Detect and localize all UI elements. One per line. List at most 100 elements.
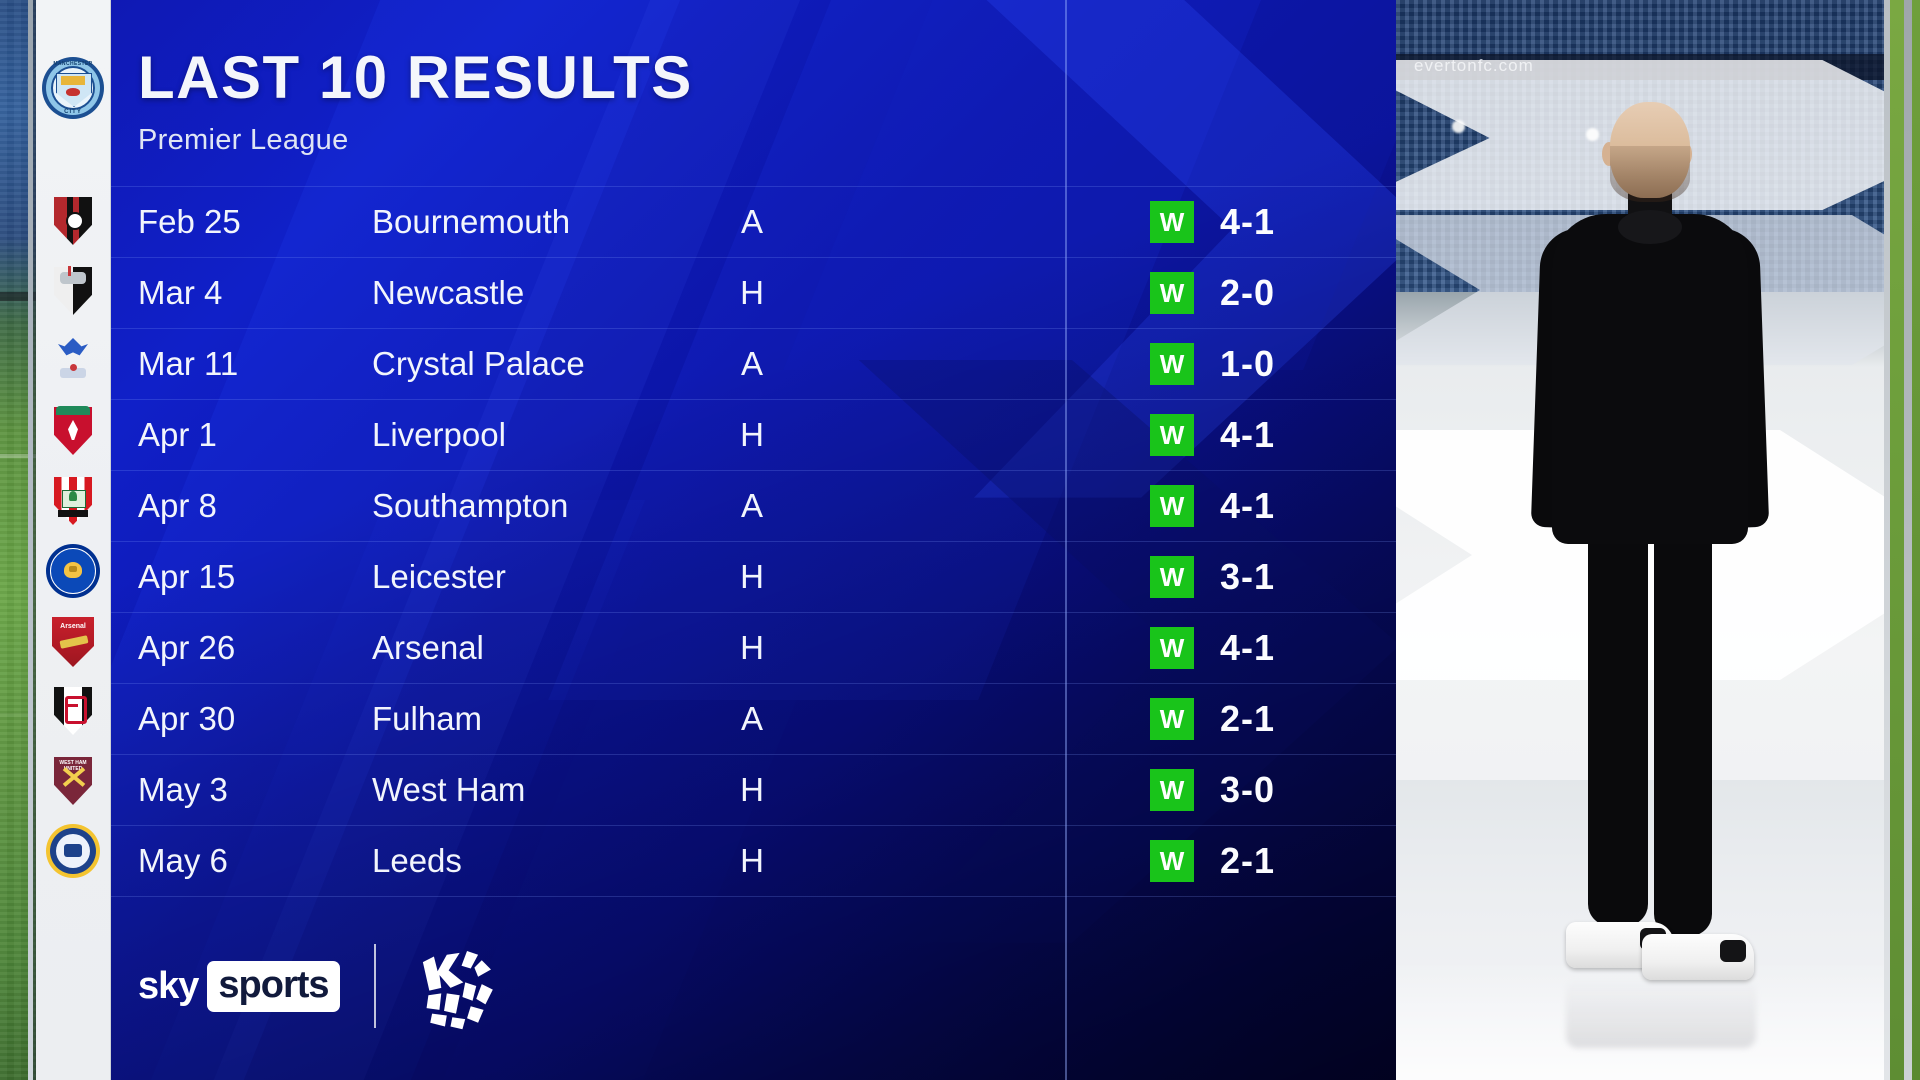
table-row[interactable]: Mar 4 Newcastle H W 2-0 <box>110 257 1396 328</box>
sky-sports-logo: sky sports <box>138 960 340 1012</box>
table-row[interactable]: Feb 25 Bournemouth A W 4-1 <box>110 186 1396 257</box>
column-divider <box>1065 0 1067 1080</box>
table-row[interactable]: Mar 11 Crystal Palace A W 1-0 <box>110 328 1396 399</box>
result-badge: W <box>1150 201 1194 243</box>
row-score: 4-1 <box>1220 414 1276 455</box>
turtleneck-collar <box>1618 210 1682 244</box>
row-team: West Ham <box>372 771 526 808</box>
result-badge: W <box>1150 272 1194 314</box>
row-venue: H <box>740 629 764 666</box>
row-venue: H <box>740 771 764 808</box>
row-team: Southampton <box>372 487 569 524</box>
row-team: Arsenal <box>372 629 484 666</box>
row-score: 4-1 <box>1220 201 1276 242</box>
row-date: Apr 30 <box>138 700 236 737</box>
results-panel: LAST 10 RESULTS Premier League Feb 25 Bou… <box>110 0 1396 1080</box>
panel-vignette <box>110 0 1396 1080</box>
table-row[interactable]: Apr 30 Fulham A W 2-1 <box>110 683 1396 754</box>
row-venue: H <box>740 274 764 311</box>
row-score: 2-1 <box>1220 698 1276 739</box>
row-team: Fulham <box>372 700 483 737</box>
row-date: Apr 15 <box>138 558 236 595</box>
result-badge: W <box>1150 627 1194 669</box>
row-date: Mar 4 <box>138 274 223 311</box>
page-subtitle: Premier League <box>138 124 349 156</box>
footer-logos: sky sports <box>138 940 502 1032</box>
shoe-right <box>1642 934 1754 980</box>
result-badge: W <box>1150 840 1194 882</box>
row-venue: A <box>740 487 763 524</box>
table-row[interactable]: May 6 Leeds H W 2-1 <box>110 825 1396 897</box>
right-edge-strip-2 <box>1904 0 1912 1080</box>
table-row[interactable]: Apr 1 Liverpool H W 4-1 <box>110 399 1396 470</box>
row-team: Leicester <box>372 558 506 595</box>
row-score: 2-0 <box>1220 272 1276 313</box>
fulham-crest <box>36 682 110 740</box>
page-title: LAST 10 RESULTS <box>138 44 693 111</box>
sports-wordmark-box: sports <box>207 960 340 1012</box>
presenter-figure <box>1514 102 1784 1048</box>
row-date: May 3 <box>138 771 228 808</box>
floor-reflection <box>1396 960 1884 1080</box>
newcastle-crest <box>36 262 110 320</box>
result-badge: W <box>1150 769 1194 811</box>
row-date: Apr 1 <box>138 416 217 453</box>
results-table: Feb 25 Bournemouth A W 4-1 Mar 4 Newcastle H W 2-… <box>110 186 1396 897</box>
liverpool-crest <box>36 402 110 460</box>
row-score: 1-0 <box>1220 343 1276 384</box>
left-edge-shadow <box>33 0 36 1080</box>
row-venue: A <box>740 203 763 240</box>
row-date: Apr 8 <box>138 487 217 524</box>
arsenal-crest: Arsenal <box>36 612 110 670</box>
crystal-palace-crest <box>36 332 110 390</box>
presenter-photo-panel: evertonfc.com <box>1396 0 1884 1080</box>
row-team: Liverpool <box>372 416 506 453</box>
row-team: Leeds <box>372 842 462 879</box>
table-row[interactable]: Apr 26 Arsenal H W 4-1 <box>110 612 1396 683</box>
footer-divider <box>373 944 376 1028</box>
table-row[interactable]: May 3 West Ham H W 3-0 <box>110 754 1396 825</box>
row-venue: A <box>740 345 763 382</box>
leeds-crest <box>36 822 110 880</box>
row-score: 3-0 <box>1220 769 1276 810</box>
row-team: Crystal Palace <box>372 345 585 382</box>
row-score: 2-1 <box>1220 840 1276 881</box>
head <box>1610 102 1690 198</box>
row-team: Newcastle <box>372 274 525 311</box>
row-venue: A <box>740 700 763 737</box>
row-date: Mar 11 <box>138 345 239 382</box>
right-edge-pitch <box>1890 0 1904 1080</box>
row-venue: H <box>740 842 764 879</box>
kick-it-out-logo <box>410 940 502 1032</box>
leg-left <box>1588 526 1648 926</box>
crest-rail: MANCHESTER CITY Arsenal WEST HAM UNITED <box>36 0 111 1080</box>
row-team: Bournemouth <box>372 203 571 240</box>
west-ham-crest: WEST HAM UNITED <box>36 752 110 810</box>
torso <box>1552 214 1748 544</box>
leg-right <box>1654 526 1712 936</box>
table-row[interactable]: Apr 15 Leicester H W 3-1 <box>110 541 1396 612</box>
panel-header: LAST 10 RESULTS Premier League <box>138 48 693 157</box>
result-badge: W <box>1150 698 1194 740</box>
row-date: Apr 26 <box>138 629 236 666</box>
result-badge: W <box>1150 414 1194 456</box>
southampton-crest <box>36 472 110 530</box>
row-score: 4-1 <box>1220 485 1276 526</box>
table-row[interactable]: Apr 8 Southampton A W 4-1 <box>110 470 1396 541</box>
bournemouth-crest <box>36 192 110 250</box>
row-venue: H <box>740 558 764 595</box>
result-badge: W <box>1150 343 1194 385</box>
left-edge-strip <box>28 0 33 1080</box>
shoe-reflection <box>1566 978 1756 1048</box>
result-badge: W <box>1150 556 1194 598</box>
result-badge: W <box>1150 485 1194 527</box>
row-score: 4-1 <box>1220 627 1276 668</box>
row-venue: H <box>740 416 764 453</box>
right-edge-pitch-2 <box>1912 0 1920 1080</box>
face-shading <box>1610 146 1690 202</box>
row-score: 3-1 <box>1220 556 1276 597</box>
row-date: Feb 25 <box>138 203 241 240</box>
right-edge-strip <box>1884 0 1890 1080</box>
row-date: May 6 <box>138 842 228 879</box>
